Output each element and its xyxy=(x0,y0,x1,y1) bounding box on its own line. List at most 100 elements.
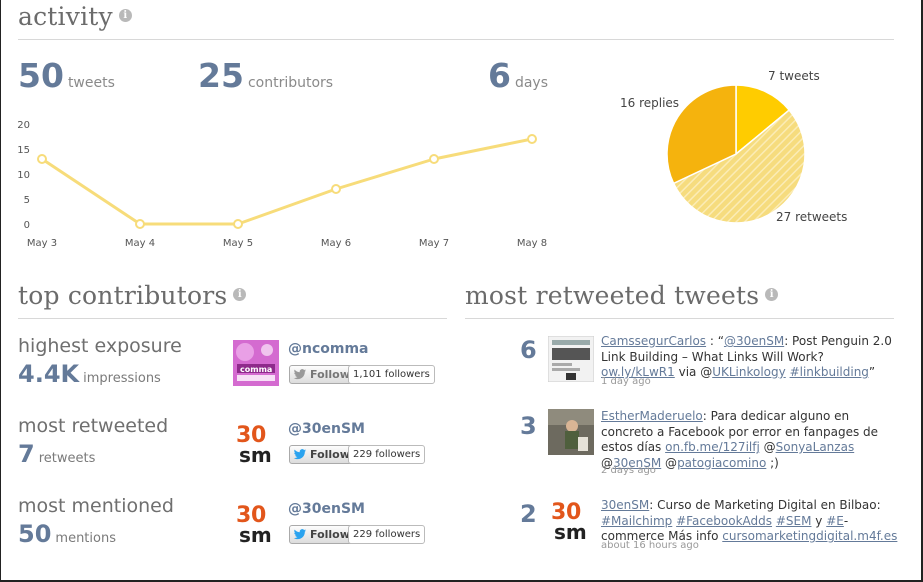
x-tick-label: May 4 xyxy=(125,238,155,249)
contrib-value-unit: impressions xyxy=(83,371,161,386)
stat-tweets: 50 tweets xyxy=(18,56,115,95)
data-point xyxy=(527,134,537,144)
y-tick-label: 0 xyxy=(24,220,30,231)
data-point xyxy=(37,154,47,164)
activity-divider xyxy=(18,39,894,40)
followers-count: 229 followers xyxy=(348,525,426,544)
follow-label: Follow xyxy=(310,368,350,381)
follow-button[interactable]: Follow xyxy=(289,525,355,544)
30ensm-avatar[interactable]: 3 0 sm xyxy=(233,420,279,467)
y-tick-label: 5 xyxy=(24,195,30,206)
tweet-text-part: : Curso de Marketing Digital en Bilbao: xyxy=(649,498,881,512)
tweet-thumbnail[interactable] xyxy=(548,409,594,455)
tweet-text: EstherMaderuelo: Para dedicar alguno en … xyxy=(601,409,901,471)
tweet-text-part: -commerce Más info xyxy=(601,513,849,544)
tweet-mention-link[interactable]: 30enSM xyxy=(613,455,662,470)
tweet-hashtag-link[interactable]: #linkbuilding xyxy=(789,365,869,379)
svg-text:0: 0 xyxy=(251,503,266,528)
tweet-thumbnail[interactable]: 3 0 sm xyxy=(548,497,594,544)
contrib-handle-30ensm[interactable]: @30enSM xyxy=(288,421,365,437)
svg-text:sm: sm xyxy=(239,523,272,546)
tweet-user-link[interactable]: EstherMaderuelo xyxy=(601,409,703,423)
tweet-mention-link[interactable]: patogiacomino xyxy=(677,455,767,470)
tweet-hashtag-link[interactable]: #E xyxy=(826,513,844,528)
ncomma-avatar[interactable]: comma xyxy=(233,340,279,386)
y-tick-label: 15 xyxy=(17,145,30,156)
tweet-text: 30enSM: Curso de Marketing Digital en Bi… xyxy=(601,498,901,545)
y-tick-label: 10 xyxy=(17,170,30,181)
followers-count: 1,101 followers xyxy=(348,365,435,384)
info-icon[interactable]: i xyxy=(233,288,247,301)
stat-tweets-label: tweets xyxy=(67,75,115,91)
y-tick-label: 20 xyxy=(17,120,30,131)
svg-text:0: 0 xyxy=(566,500,581,525)
pie-slice xyxy=(666,84,737,185)
svg-text:3: 3 xyxy=(551,500,566,525)
follow-label: Follow xyxy=(310,448,350,461)
svg-text:0: 0 xyxy=(251,423,266,448)
tweet-mention-link[interactable]: SonyaLanzas xyxy=(775,440,855,454)
pie-slice xyxy=(735,84,791,156)
tweet-user-link[interactable]: 30enSM xyxy=(601,498,650,512)
activity-line-chart: 20 15 10 5 0 May 3 May 4 May 5 May 6 May 7 May 8 xyxy=(17,120,547,249)
svg-text:sm: sm xyxy=(554,520,587,543)
retweet-count: 6 xyxy=(520,336,537,364)
contrib-label-mentioned: most mentioned xyxy=(18,495,174,517)
contrib-label-exposure: highest exposure xyxy=(18,335,182,357)
tweet-hashtag-link[interactable]: #Mailchimp xyxy=(601,513,673,528)
stat-contributors: 25 contributors xyxy=(198,56,333,95)
activity-title-text: activity xyxy=(18,2,113,31)
twitter-bird-icon xyxy=(293,529,307,540)
contrib-value-mentioned: 50 mentions xyxy=(18,520,116,548)
x-tick-label: May 5 xyxy=(223,238,253,249)
data-point xyxy=(429,154,439,164)
tweet-text-part: @ xyxy=(759,440,776,454)
contrib-value-retweeted: 7 retweets xyxy=(18,440,95,468)
pie-slice-label: 7 tweets xyxy=(768,69,820,83)
retweet-count: 3 xyxy=(520,412,537,440)
info-icon[interactable]: i xyxy=(118,9,132,22)
tweet-text-part: via @ xyxy=(674,365,713,379)
tweet-mention-link[interactable]: UKLinkology xyxy=(712,365,786,379)
30ensm-avatar[interactable]: 3 0 sm xyxy=(233,500,279,547)
info-icon[interactable]: i xyxy=(765,288,779,301)
contrib-value-unit: retweets xyxy=(38,451,96,466)
tweet-url-link[interactable]: cursomarketingdigital.m4f.es xyxy=(722,529,898,543)
svg-text:3: 3 xyxy=(236,503,251,528)
pie-slice-label: 27 retweets xyxy=(776,210,847,224)
tweet-url-link[interactable]: on.fb.me/127ilfj xyxy=(665,440,760,454)
tweet-hashtag-link[interactable]: #SEM xyxy=(775,513,812,528)
most-retweeted-divider xyxy=(465,318,894,319)
contrib-value-number: 7 xyxy=(18,440,35,468)
handle-text: 30enSM xyxy=(302,421,365,437)
followers-count: 229 followers xyxy=(348,445,426,464)
most-retweeted-title-text: most retweeted tweets xyxy=(465,281,760,310)
stat-days-label: days xyxy=(514,75,549,91)
contrib-value-unit: mentions xyxy=(55,531,116,546)
handle-text: ncomma xyxy=(302,341,369,357)
contrib-value-number: 50 xyxy=(18,520,52,548)
twitter-bird-icon xyxy=(293,369,307,380)
stat-days: 6 days xyxy=(488,56,548,95)
tweet-mention-link[interactable]: @30enSM xyxy=(723,334,785,348)
top-contributors-title: top contributors i xyxy=(18,281,247,310)
follow-button[interactable]: Follow xyxy=(289,445,355,464)
tweet-text-part: y xyxy=(811,513,827,528)
activity-pie-chart: 7 tweets 27 retweets 16 replies xyxy=(620,69,847,224)
contrib-handle-ncomma[interactable]: @ncomma xyxy=(288,341,369,357)
tweet-user-link[interactable]: CamssegurCarlos xyxy=(601,334,707,348)
tweet-text-part: ;) xyxy=(766,455,779,470)
follow-button[interactable]: Follow xyxy=(289,365,355,384)
data-point xyxy=(233,219,243,229)
tweet-text-part: : Post Penguin 2.0 Link Building – What … xyxy=(601,334,892,364)
data-point xyxy=(135,219,145,229)
handle-text: 30enSM xyxy=(302,501,365,517)
retweet-count: 2 xyxy=(520,500,537,528)
contrib-value-number: 4.4K xyxy=(18,360,80,388)
contrib-handle-30ensm[interactable]: @30enSM xyxy=(288,501,365,517)
tweet-thumbnail[interactable] xyxy=(547,335,595,383)
tweet-url-link[interactable]: ow.ly/kLwR1 xyxy=(601,365,675,379)
follow-label: Follow xyxy=(310,528,350,541)
tweet-hashtag-link[interactable]: #FacebookAdds xyxy=(676,513,773,528)
